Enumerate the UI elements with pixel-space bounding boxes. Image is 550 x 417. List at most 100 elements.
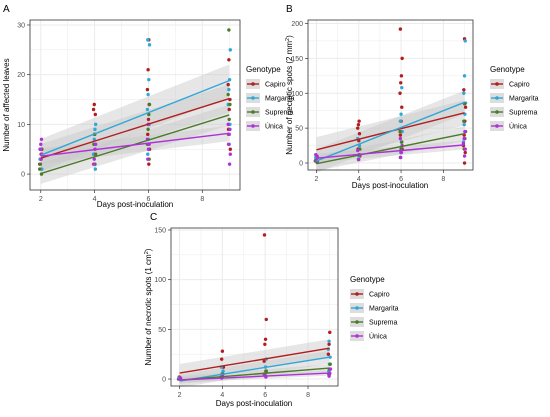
y-tick-label: 0 — [299, 161, 303, 168]
data-point — [462, 74, 467, 78]
data-point — [147, 102, 152, 107]
legend-key-point — [355, 320, 359, 324]
legend-title: Genotype — [490, 65, 525, 74]
data-point — [462, 136, 466, 141]
trend-line-única — [40, 132, 230, 157]
x-tick-label: 4 — [93, 196, 97, 203]
y-axis-title-superscript: 2 — [285, 38, 291, 41]
y-tick-label: 100 — [291, 91, 303, 98]
legend: Genotype Capiro Margarita Suprema Única — [490, 65, 539, 131]
y-tick-label: 10 — [17, 122, 25, 129]
minor-gridlines — [171, 228, 338, 386]
data-point — [463, 147, 467, 151]
data-point — [228, 48, 232, 52]
data-point — [356, 148, 360, 153]
y-tick-label: 0 — [162, 377, 166, 384]
data-point — [227, 117, 231, 122]
data-point — [146, 117, 151, 122]
x-tick-label: 4 — [357, 176, 361, 183]
plot-border — [170, 227, 339, 387]
panel-b: 2 4 6 8 0 50 100 150 200 Days post-inoculation Num… — [285, 4, 539, 190]
data-point — [228, 152, 232, 156]
data-point — [38, 147, 42, 151]
legend-key-point — [251, 96, 255, 100]
data-point — [327, 374, 331, 378]
legend-key-point — [495, 82, 499, 86]
data-point — [462, 122, 466, 127]
data-point — [227, 28, 231, 32]
y-tick-label: 150 — [291, 56, 303, 63]
data-point — [328, 362, 332, 366]
x-tick-label: 6 — [147, 196, 151, 203]
data-point — [146, 152, 150, 156]
major-gridlines — [308, 20, 473, 170]
legend-label: Suprema — [509, 110, 538, 117]
panel-label: B — [286, 4, 293, 15]
data-point — [93, 127, 97, 132]
x-tick-label: 8 — [306, 392, 310, 399]
y-tick-label: 50 — [295, 126, 303, 133]
legend-label: Margarita — [509, 96, 539, 103]
legend-label: Capiro — [265, 82, 286, 89]
data-point — [462, 91, 466, 95]
x-tick-label: 2 — [39, 196, 43, 203]
data-point — [93, 167, 98, 171]
legend-label: Capiro — [509, 82, 530, 89]
trend-line-única — [316, 144, 465, 159]
data-point — [357, 132, 362, 136]
y-axis-title: Number of necrotic spots (1 cm2) — [144, 248, 153, 365]
legend-title: Genotype — [246, 65, 281, 74]
data-point — [398, 133, 403, 137]
trend-line-margarita — [40, 79, 230, 156]
data-point — [462, 161, 467, 165]
data-point — [462, 119, 466, 123]
x-tick-label: 2 — [315, 176, 319, 183]
legend-label: Margarita — [369, 306, 399, 313]
data-point — [146, 92, 150, 97]
x-tick-label: 8 — [441, 176, 445, 183]
data-point — [39, 137, 44, 141]
data-point — [221, 369, 225, 373]
x-axis-title: Days post-inoculation — [352, 181, 428, 190]
panel-c: 2 4 6 8 0 50 100 150 Days post-inoculation Number… — [144, 212, 399, 408]
data-point — [228, 127, 232, 132]
panel-label: A — [3, 4, 10, 15]
y-axis-title-main: Number of necrotic spots (2 mm — [285, 41, 294, 155]
legend-key-point — [355, 306, 359, 310]
data-point — [146, 132, 150, 137]
data-point — [328, 330, 332, 335]
x-tick-label: 6 — [399, 176, 403, 183]
legend-key-point — [495, 96, 499, 100]
data-point — [263, 337, 268, 341]
data-point — [326, 352, 331, 356]
y-tick-label: 20 — [17, 72, 25, 79]
data-point — [356, 126, 360, 130]
y-axis-title-end: ) — [144, 248, 153, 251]
data-point — [398, 27, 403, 31]
data-point — [145, 107, 150, 112]
data-point — [146, 68, 150, 72]
data-point — [92, 137, 96, 141]
data-point — [398, 136, 403, 141]
legend-label: Margarita — [265, 96, 295, 103]
data-point — [328, 371, 332, 375]
data-point — [226, 122, 230, 127]
legend-key-point — [251, 82, 255, 86]
plot-border — [29, 19, 241, 191]
data-point — [226, 142, 231, 146]
data-point — [146, 147, 151, 151]
trend-line-margarita — [316, 101, 465, 162]
data-point — [147, 112, 151, 117]
data-point — [226, 92, 230, 97]
y-tick-label: 150 — [154, 227, 166, 234]
data-point — [220, 349, 225, 353]
y-tick-label: 100 — [154, 277, 166, 284]
panel-label: C — [150, 212, 157, 223]
data-point — [263, 342, 267, 346]
data-point — [227, 87, 231, 92]
legend: Genotype Capiro Margarita Suprema Única — [246, 65, 295, 131]
data-point — [463, 105, 468, 109]
trend-line-suprema — [179, 367, 330, 381]
y-tick-label: 30 — [17, 22, 25, 29]
plot-border — [307, 19, 474, 171]
